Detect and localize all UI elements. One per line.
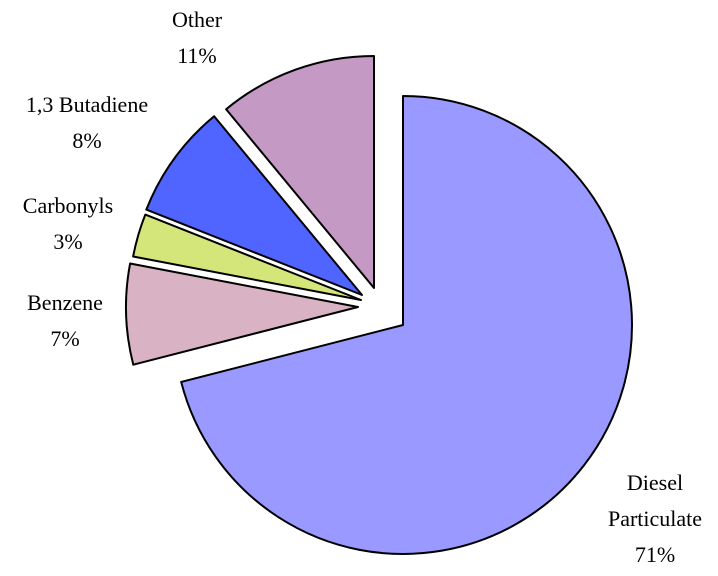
category-label-diesel-particulate: Particulate — [608, 506, 702, 531]
category-label-diesel-particulate: Diesel — [627, 470, 683, 495]
category-label-butadiene: 1,3 Butadiene — [26, 92, 148, 117]
value-label-other: 11% — [177, 43, 217, 68]
category-label-carbonyls: Carbonyls — [23, 193, 113, 218]
value-label-benzene: 7% — [50, 326, 79, 351]
pie-slice-diesel-particulate — [180, 95, 633, 555]
value-label-carbonyls: 3% — [53, 229, 82, 254]
pie-slice-other — [225, 55, 375, 289]
pie-slice-butadiene — [145, 115, 363, 296]
value-label-diesel-particulate: 71% — [635, 542, 675, 567]
category-label-other: Other — [172, 7, 223, 32]
value-label-butadiene: 8% — [72, 128, 101, 153]
pie-slice-benzene — [125, 262, 359, 366]
pie-slice-carbonyls — [132, 213, 362, 301]
category-label-benzene: Benzene — [27, 290, 103, 315]
